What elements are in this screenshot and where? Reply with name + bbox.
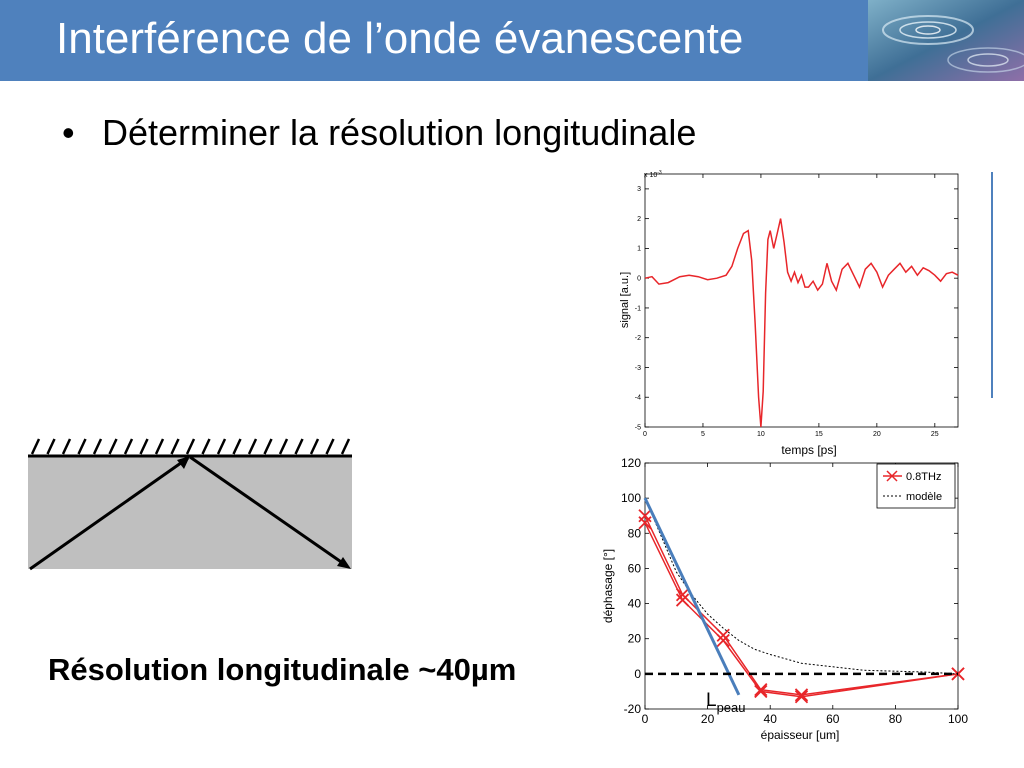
water-ripple-image [868, 0, 1024, 81]
legend-cross-marker-icon [886, 470, 898, 482]
reflected-ray [189, 455, 348, 568]
legend-box: 0.8THz modèle [876, 463, 956, 509]
incident-ray [29, 456, 189, 571]
surface-hatching [30, 438, 351, 455]
y-axis-label: déphasage [°] [601, 549, 615, 623]
series-line-0 [644, 515, 959, 696]
title-bar: Interférence de l’onde évanescente [0, 0, 1024, 81]
y-tick-label: 0 [634, 667, 641, 681]
hatch-mark [340, 438, 351, 455]
bullet-item: • Déterminer la résolution longitudinale [62, 112, 696, 154]
y-tick-label: -3 [635, 365, 641, 372]
reflected-arrowhead-icon [337, 557, 351, 569]
hatch-mark [30, 438, 41, 455]
y-tick-label: -20 [624, 702, 642, 716]
hatch-mark [294, 438, 304, 455]
bullet-text: Déterminer la résolution longitudinale [102, 112, 697, 153]
cross-marker-point [675, 593, 690, 607]
x-tick-label: 0 [642, 712, 649, 726]
bullet-icon: • [62, 112, 75, 153]
hatch-mark [232, 438, 242, 455]
hatch-mark [139, 438, 149, 455]
x-tick-label: 5 [701, 431, 705, 438]
y-tick-label: 2 [637, 216, 641, 223]
y-tick-label: 120 [621, 456, 641, 470]
hatch-mark [278, 438, 289, 455]
x-tick-label: 10 [757, 431, 765, 438]
y-axis-label: signal [a.u.] [619, 272, 631, 328]
lpeau-subscript: peau [717, 700, 746, 715]
slide-title: Interférence de l’onde évanescente [56, 14, 744, 63]
x-tick-label: 0 [643, 431, 647, 438]
x-tick-label: 20 [873, 431, 881, 438]
x-tick-label: 80 [889, 712, 903, 726]
cross-marker-point [754, 684, 768, 699]
lpeau-annotation: Lpeau [706, 690, 746, 715]
hatch-mark [325, 438, 335, 455]
cross-marker-point [716, 633, 730, 648]
x-axis-label: temps [ps] [781, 443, 836, 457]
y-tick-label: 100 [621, 491, 641, 505]
y-tick-label: -4 [635, 395, 641, 402]
x-tick-label: 20 [701, 712, 715, 726]
x-tick-label: 60 [826, 712, 840, 726]
slide-edge-line [991, 172, 993, 398]
series-line-3 [643, 497, 741, 696]
y-multiplier-exponent: -3 [657, 170, 662, 176]
hatch-mark [170, 438, 180, 455]
hatch-mark [201, 438, 211, 455]
series-line-2 [644, 497, 959, 675]
hatch-mark [46, 438, 56, 455]
y-tick-label: 1 [637, 246, 641, 253]
hatch-mark [77, 438, 87, 455]
hatch-mark [185, 438, 196, 455]
hatch-mark [61, 438, 72, 455]
signal-time-chart: x 10-3 0 5 10 15 20 25 -5 -4 -3 -2 -1 0 1 2 3 temps [p… [619, 170, 959, 457]
hatch-mark [216, 438, 227, 455]
legend-label-modele: modèle [906, 491, 942, 503]
y-tick-label: -2 [635, 335, 641, 342]
hatch-mark [247, 438, 258, 455]
cross-marker-point [794, 690, 809, 704]
y-tick-label: -5 [635, 424, 641, 431]
y-multiplier-label: x 10-3 [644, 170, 662, 179]
x-axis-label: épaisseur [um] [761, 728, 840, 742]
hatch-mark [92, 438, 103, 455]
y-tick-label: 80 [628, 526, 642, 540]
y-tick-label: 0 [637, 276, 641, 283]
legend-label-0.8THz: 0.8THz [906, 471, 941, 483]
reflection-diagram [28, 438, 352, 571]
plot-frame [644, 173, 959, 428]
medium-block [28, 456, 352, 569]
cross-marker-point [638, 516, 652, 530]
y-tick-label: 3 [637, 186, 641, 193]
cross-marker-point [794, 688, 809, 702]
hatch-mark [309, 438, 320, 455]
x-tick-label: 25 [931, 431, 939, 438]
x-tick-label: 15 [815, 431, 823, 438]
x-tick-label: 100 [948, 712, 968, 726]
series-line-1 [644, 522, 959, 698]
plot-frame [644, 462, 959, 710]
incident-arrowhead-icon [177, 456, 190, 469]
x-tick-label: 40 [764, 712, 778, 726]
y-tick-label: 40 [628, 597, 642, 611]
hatch-mark [108, 438, 118, 455]
hatch-mark [263, 438, 273, 455]
y-tick-label: 20 [628, 632, 642, 646]
cross-marker-point [716, 628, 730, 642]
y-tick-label: 60 [628, 561, 642, 575]
series-line-0 [644, 218, 959, 428]
y-tick-label: -1 [635, 305, 641, 312]
hatch-mark [123, 438, 134, 455]
hatch-mark [154, 438, 165, 455]
resolution-statement: Résolution longitudinale ~40µm [48, 652, 517, 687]
